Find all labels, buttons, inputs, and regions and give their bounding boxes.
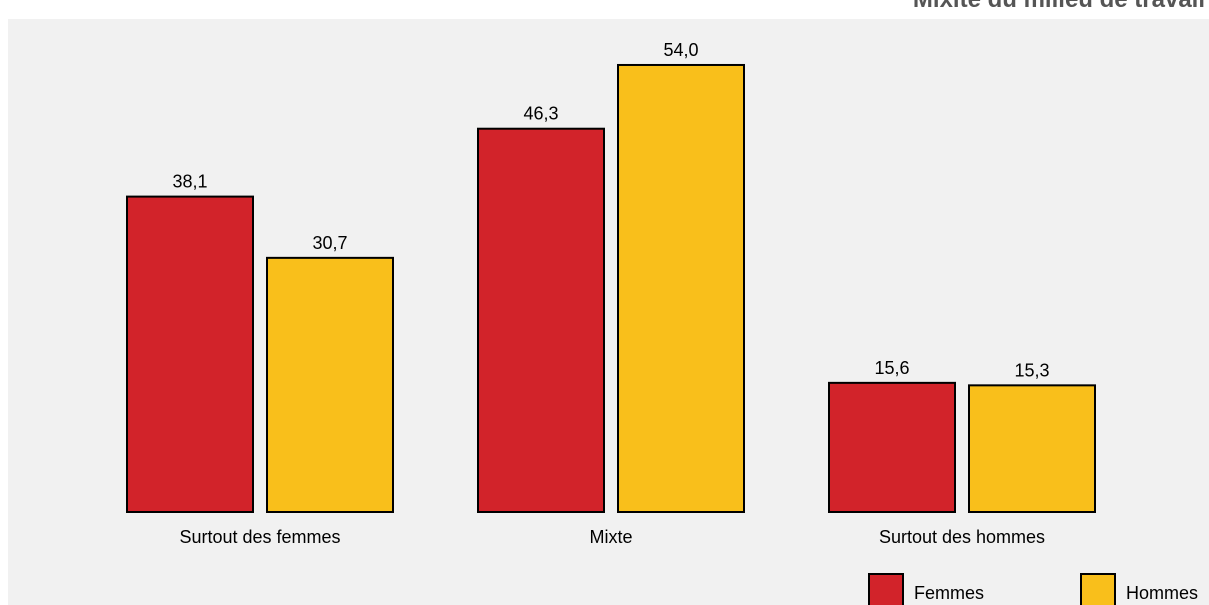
chart-title: Mixité du milieu de travail — [913, 0, 1205, 14]
legend-label-femmes: Femmes — [914, 583, 984, 603]
legend-swatch-hommes — [1080, 573, 1116, 605]
category-labels-layer: Surtout des femmes Mixte Surtout des homme… — [179, 527, 1045, 547]
category-label: Mixte — [589, 527, 632, 547]
data-label: 15,6 — [874, 358, 909, 378]
legend-area — [8, 557, 1209, 605]
bars-layer — [126, 63, 1096, 514]
legend-swatch-femmes — [868, 573, 904, 605]
bar-femmes-3 — [828, 381, 956, 513]
bar-femmes-1 — [126, 195, 254, 513]
data-label: 38,1 — [172, 172, 207, 192]
category-label: Surtout des hommes — [879, 527, 1045, 547]
legend-label-hommes: Hommes — [1126, 583, 1198, 603]
data-label: 46,3 — [523, 104, 558, 124]
data-label: 54,0 — [663, 40, 698, 60]
bar-femmes-2 — [477, 127, 605, 513]
value-labels-layer: 38,1 30,7 46,3 54,0 15,6 15,3 — [172, 40, 1049, 380]
data-label: 30,7 — [312, 233, 347, 253]
category-label: Surtout des femmes — [179, 527, 340, 547]
bar-hommes-3 — [968, 384, 1096, 514]
bar-hommes-1 — [266, 256, 394, 513]
bar-hommes-2 — [617, 63, 745, 514]
data-label: 15,3 — [1014, 360, 1049, 380]
legend: Femmes Hommes — [868, 573, 1198, 605]
